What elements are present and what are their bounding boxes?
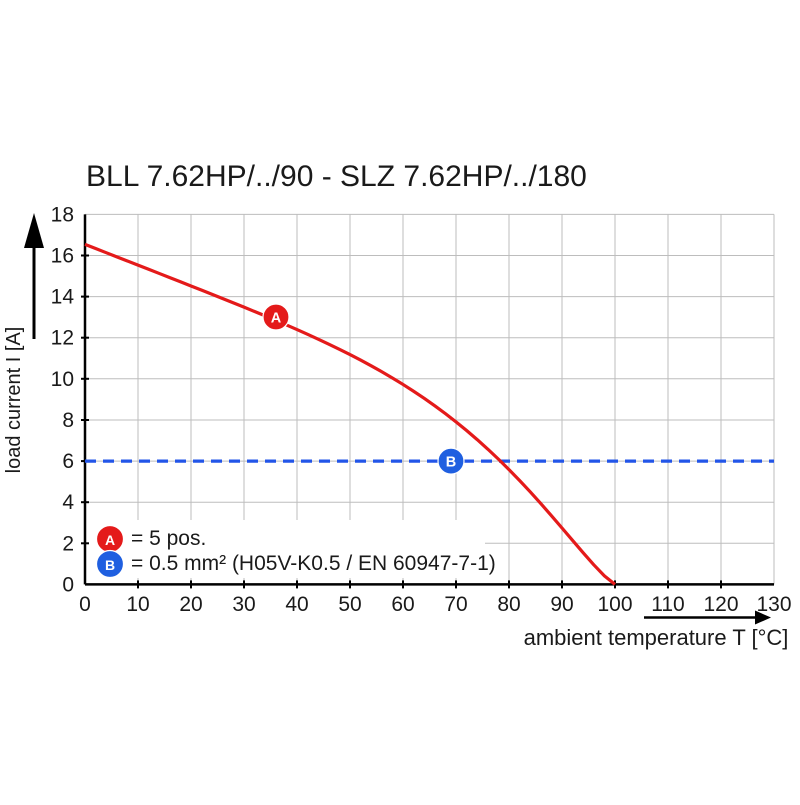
svg-text:16: 16 bbox=[51, 245, 74, 268]
svg-text:14: 14 bbox=[51, 286, 75, 309]
svg-text:BLL 7.62HP/../90 - SLZ 7.62HP/: BLL 7.62HP/../90 - SLZ 7.62HP/../180 bbox=[86, 160, 587, 193]
svg-text:120: 120 bbox=[703, 593, 738, 616]
svg-text:110: 110 bbox=[651, 593, 684, 616]
svg-text:ambient temperature T [°C]: ambient temperature T [°C] bbox=[524, 625, 789, 650]
svg-text:18: 18 bbox=[51, 203, 74, 226]
svg-text:100: 100 bbox=[597, 593, 632, 616]
svg-text:B: B bbox=[105, 557, 115, 573]
svg-text:8: 8 bbox=[62, 409, 74, 432]
svg-text:load current I [A]: load current I [A] bbox=[3, 327, 25, 474]
svg-text:90: 90 bbox=[550, 593, 573, 616]
svg-text:A: A bbox=[105, 532, 115, 548]
svg-text:2: 2 bbox=[62, 532, 74, 555]
svg-text:10: 10 bbox=[51, 368, 74, 391]
svg-text:0: 0 bbox=[62, 573, 74, 596]
svg-text:0: 0 bbox=[79, 593, 91, 616]
svg-text:6: 6 bbox=[62, 450, 74, 473]
svg-text:60: 60 bbox=[391, 593, 414, 616]
svg-text:80: 80 bbox=[497, 593, 520, 616]
svg-text:10: 10 bbox=[126, 593, 149, 616]
svg-text:130: 130 bbox=[756, 593, 791, 616]
svg-text:50: 50 bbox=[338, 593, 361, 616]
svg-text:= 5 pos.: = 5 pos. bbox=[131, 527, 206, 550]
svg-text:30: 30 bbox=[232, 593, 255, 616]
svg-text:= 0.5 mm² (H05V-K0.5 / EN 6094: = 0.5 mm² (H05V-K0.5 / EN 60947-7-1) bbox=[131, 552, 496, 575]
svg-text:70: 70 bbox=[444, 593, 467, 616]
svg-text:40: 40 bbox=[285, 593, 308, 616]
svg-text:12: 12 bbox=[51, 327, 74, 350]
svg-text:20: 20 bbox=[179, 593, 202, 616]
svg-text:4: 4 bbox=[62, 491, 74, 514]
svg-text:A: A bbox=[271, 311, 282, 327]
svg-text:B: B bbox=[446, 455, 456, 471]
